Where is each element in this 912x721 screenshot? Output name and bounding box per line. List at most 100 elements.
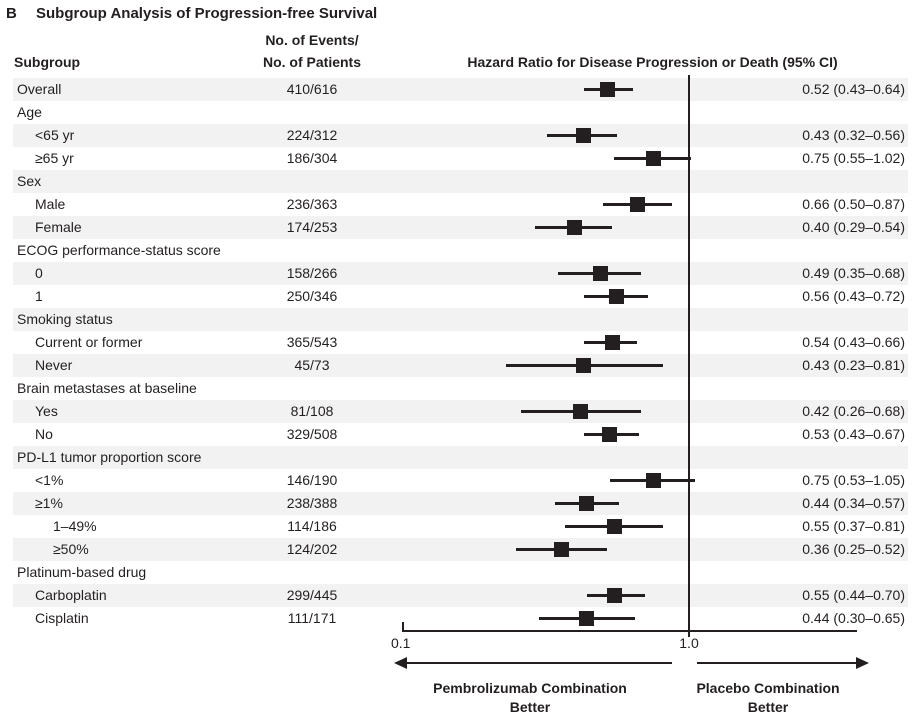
x-axis-label-1-0: 1.0 <box>679 635 699 651</box>
hr-point-marker <box>609 289 625 304</box>
hr-point-marker <box>567 220 583 235</box>
events-value: 299/445 <box>286 587 338 603</box>
left-better-caption: Pembrolizumab Combination Better <box>380 679 680 717</box>
subgroup-label: ≥65 yr <box>35 150 74 166</box>
hr-point-marker <box>645 473 661 488</box>
category-label: Sex <box>17 173 42 189</box>
events-value: 45/73 <box>294 357 330 373</box>
row-band <box>13 216 908 239</box>
hr-ci-value: 0.53 (0.43–0.67) <box>802 426 905 442</box>
right-better-caption: Placebo Combination Better <box>668 679 868 717</box>
hr-ci-value: 0.40 (0.29–0.54) <box>802 219 905 235</box>
hr-ci-value: 0.36 (0.25–0.52) <box>802 541 905 557</box>
x-axis-label-0-1: 0.1 <box>391 635 411 651</box>
row-band <box>13 492 908 515</box>
hr-ci-value: 0.44 (0.34–0.57) <box>802 495 905 511</box>
right-better-caption-line1: Placebo Combination <box>696 680 840 696</box>
subgroup-label: 1–49% <box>53 518 97 534</box>
subgroup-label: Cisplatin <box>35 610 89 626</box>
hr-point-marker <box>604 335 620 350</box>
events-value: 114/186 <box>287 518 337 534</box>
column-header-events-line2: No. of Patients <box>262 54 361 70</box>
hr-ci-value: 0.66 (0.50–0.87) <box>802 196 905 212</box>
hr-point-marker <box>576 128 592 143</box>
figure-title-row: B Subgroup Analysis of Progression-free … <box>6 5 377 22</box>
right-arrow-head-icon <box>856 657 869 669</box>
category-label: Age <box>17 104 42 120</box>
events-value: 186/304 <box>286 150 338 166</box>
hr-ci-value: 0.75 (0.55–1.02) <box>802 150 905 166</box>
right-arrow-line <box>697 662 857 664</box>
events-value: 410/616 <box>286 81 338 97</box>
subgroup-label: Current or former <box>35 334 143 350</box>
events-value: 238/388 <box>286 495 338 511</box>
subgroup-label: <1% <box>35 472 64 488</box>
events-value: 158/266 <box>286 265 338 281</box>
hr-ci-value: 0.43 (0.23–0.81) <box>802 357 905 373</box>
subgroup-label: Female <box>35 219 82 235</box>
row-band <box>13 354 908 377</box>
row-band <box>13 538 908 561</box>
events-value: 365/543 <box>286 334 338 350</box>
column-header-events: No. of Events/ No. of Patients <box>252 29 372 73</box>
events-value: 111/171 <box>287 610 337 626</box>
column-header-subgroup: Subgroup <box>14 54 81 70</box>
subgroup-label: <65 yr <box>35 127 75 143</box>
category-label: ECOG performance-status score <box>17 242 221 258</box>
subgroup-label: ≥50% <box>53 541 89 557</box>
hr-point-marker <box>554 542 570 557</box>
row-band <box>13 124 908 147</box>
events-value: 81/108 <box>290 403 334 419</box>
hr-point-marker <box>579 611 595 626</box>
events-value: 250/346 <box>286 288 338 304</box>
row-band <box>13 446 908 469</box>
subgroup-label: Carboplatin <box>35 587 107 603</box>
column-header-hazard-ratio: Hazard Ratio for Disease Progression or … <box>467 54 838 70</box>
hr-ci-value: 0.44 (0.30–0.65) <box>802 610 905 626</box>
row-band <box>13 170 908 193</box>
left-arrow-head-icon <box>394 657 407 669</box>
row-band <box>13 78 908 101</box>
left-better-caption-line2: Better <box>509 699 551 715</box>
events-value: 236/363 <box>286 196 338 212</box>
hr-point-marker <box>645 151 661 166</box>
events-value: 124/202 <box>286 541 338 557</box>
left-better-caption-line1: Pembrolizumab Combination <box>433 680 627 696</box>
hr-point-marker <box>573 404 589 419</box>
category-label: Brain metastases at baseline <box>17 380 197 396</box>
hr-ci-value: 0.55 (0.37–0.81) <box>802 518 905 534</box>
hr-point-marker <box>629 197 645 212</box>
right-better-caption-line2: Better <box>747 699 789 715</box>
subgroup-label: ≥1% <box>35 495 63 511</box>
hr-point-marker <box>606 519 622 534</box>
hr-ci-value: 0.56 (0.43–0.72) <box>802 288 905 304</box>
row-band <box>13 400 908 423</box>
hr-ci-value: 0.55 (0.44–0.70) <box>802 587 905 603</box>
hr-ci-value: 0.54 (0.43–0.66) <box>802 334 905 350</box>
events-value: 146/190 <box>286 472 338 488</box>
hr-point-marker <box>579 496 595 511</box>
hr-point-marker <box>606 588 622 603</box>
left-arrow-line <box>406 662 672 664</box>
category-label: Smoking status <box>17 311 113 327</box>
hr-point-marker <box>599 82 615 97</box>
row-band <box>13 584 908 607</box>
subgroup-label: Male <box>35 196 66 212</box>
hr-point-marker <box>592 266 608 281</box>
category-label: PD-L1 tumor proportion score <box>17 449 202 465</box>
hr-ci-value: 0.75 (0.53–1.05) <box>802 472 905 488</box>
subgroup-label: Never <box>35 357 73 373</box>
subgroup-label: Overall <box>17 81 62 97</box>
events-value: 224/312 <box>286 127 338 143</box>
subgroup-label: Yes <box>35 403 58 419</box>
subgroup-label: 0 <box>35 265 43 281</box>
events-value: 329/508 <box>286 426 338 442</box>
hr-point-marker <box>602 427 618 442</box>
row-band <box>13 262 908 285</box>
x-axis-tick-left <box>402 622 404 632</box>
hr-ci-value: 0.52 (0.43–0.64) <box>802 81 905 97</box>
hr-point-marker <box>576 358 592 373</box>
events-value: 174/253 <box>286 219 338 235</box>
row-band <box>13 308 908 331</box>
